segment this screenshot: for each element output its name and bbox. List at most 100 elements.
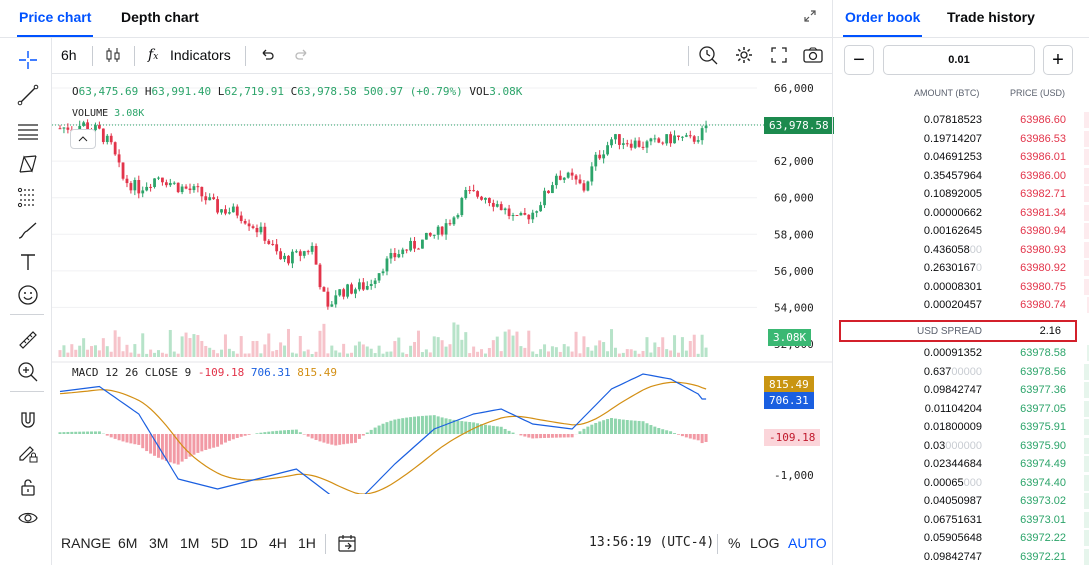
histogram-bar [448, 419, 452, 434]
ask-row[interactable]: 0.00000662 63981.34 [833, 204, 1089, 222]
ask-row[interactable]: 0.00162645 63980.94 [833, 222, 1089, 240]
candle [688, 135, 692, 137]
trend-line-icon[interactable] [16, 83, 40, 107]
tab-price-chart[interactable]: Price chart [16, 9, 94, 37]
range-1d[interactable]: 1D [240, 535, 258, 551]
brush-icon[interactable] [16, 218, 40, 242]
gear-icon[interactable] [734, 45, 754, 68]
ruler-icon[interactable] [16, 328, 40, 352]
price-chart[interactable]: 66,00064,00062,00060,00058,00056,00054,0… [52, 74, 834, 494]
volume-bar [133, 344, 137, 357]
emoji-icon[interactable] [16, 283, 40, 307]
horizontal-lines-icon[interactable] [16, 118, 40, 142]
fullscreen-icon[interactable] [770, 46, 788, 67]
candle-type-icon[interactable] [105, 46, 121, 67]
collapse-legend-button[interactable] [70, 129, 96, 149]
candle [235, 206, 239, 216]
bid-row[interactable]: 0.01104204 63977.05 [833, 400, 1089, 418]
histogram-bar [286, 429, 290, 434]
compare-icon[interactable] [698, 45, 718, 68]
tab-trade-history[interactable]: Trade history [947, 9, 1035, 25]
bid-row[interactable]: 0.03000000 63975.90 [833, 437, 1089, 455]
histogram-bar [550, 434, 554, 438]
bid-row[interactable]: 0.01800009 63975.91 [833, 418, 1089, 436]
ask-row[interactable]: 0.35457964 63986.00 [833, 167, 1089, 185]
toolbar-divider [10, 314, 44, 315]
lock-icon[interactable] [16, 475, 40, 499]
volume-bar [397, 337, 401, 357]
chart-canvas[interactable]: 66,00064,00062,00060,00058,00056,00054,0… [52, 74, 832, 494]
calendar-icon[interactable] [337, 533, 357, 556]
volume-bar [440, 340, 444, 357]
visibility-icon[interactable] [16, 506, 40, 530]
histogram-bar [688, 434, 692, 439]
ask-row[interactable]: 0.10892005 63982.71 [833, 185, 1089, 203]
volume-bar [527, 330, 531, 357]
ask-row[interactable]: 0.07818523 63986.60 [833, 111, 1089, 129]
bid-row[interactable]: 0.63700000 63978.56 [833, 363, 1089, 381]
volume-bar [613, 347, 617, 357]
range-6m[interactable]: 6M [118, 535, 138, 551]
candle [554, 175, 558, 186]
histogram-bar [322, 434, 326, 443]
bid-row[interactable]: 0.06751631 63973.01 [833, 511, 1089, 529]
bid-row[interactable]: 0.02344684 63974.49 [833, 455, 1089, 473]
range-5d[interactable]: 5D [211, 535, 229, 551]
auto-toggle[interactable]: AUTO [788, 535, 827, 551]
bid-row[interactable]: 0.05905648 63972.22 [833, 529, 1089, 547]
zoom-in-icon[interactable] [16, 360, 40, 384]
candle [137, 180, 141, 194]
bid-row[interactable]: 0.00065000 63974.40 [833, 474, 1089, 492]
interval-selector[interactable]: 6h [61, 47, 77, 63]
bid-row[interactable]: 0.04050987 63973.02 [833, 492, 1089, 510]
lock-drawing-icon[interactable] [16, 441, 40, 465]
tab-depth-chart[interactable]: Depth chart [121, 9, 199, 25]
crosshair-icon[interactable] [16, 48, 40, 72]
percent-toggle[interactable]: % [728, 535, 741, 551]
text-icon[interactable] [16, 250, 40, 274]
bid-row[interactable]: 0.09842747 63977.36 [833, 381, 1089, 399]
range-1m[interactable]: 1M [180, 535, 200, 551]
ask-row[interactable]: 0.04691253 63986.01 [833, 148, 1089, 166]
volume-bar [306, 349, 310, 357]
histogram-bar [456, 420, 460, 434]
histogram-bar [684, 434, 688, 438]
ask-row[interactable]: 0.43605800 63980.93 [833, 241, 1089, 259]
tab-order-book[interactable]: Order book [842, 9, 923, 37]
range-4h[interactable]: 4H [269, 535, 287, 551]
histogram-bar [294, 429, 298, 434]
decrement-button[interactable]: − [844, 45, 874, 75]
undo-icon[interactable] [259, 47, 275, 66]
volume-bar [535, 353, 539, 357]
indicators-button[interactable]: Indicators [170, 47, 231, 63]
amount-cell: 0.09842747 [923, 550, 982, 563]
bid-row[interactable]: 0.00091352 63978.58 [833, 344, 1089, 362]
log-toggle[interactable]: LOG [750, 535, 780, 551]
camera-icon[interactable] [803, 46, 823, 67]
ask-row[interactable]: 0.19714207 63986.53 [833, 130, 1089, 148]
price-increment-field[interactable]: 0.01 [883, 45, 1035, 75]
magnet-icon[interactable] [16, 408, 40, 432]
redo-icon[interactable] [294, 47, 310, 66]
histogram-bar [665, 430, 669, 434]
volume-bar [688, 341, 692, 357]
ask-row[interactable]: 0.26301670 63980.92 [833, 259, 1089, 277]
bid-row[interactable]: 0.09842747 63972.21 [833, 548, 1089, 565]
candle [424, 232, 428, 240]
chart-tabs: Price chart Depth chart [0, 0, 832, 38]
depth-bar [1084, 112, 1089, 128]
histogram-bar [468, 422, 472, 434]
candle [334, 295, 338, 305]
range-1h[interactable]: 1H [298, 535, 316, 551]
range-3m[interactable]: 3M [149, 535, 169, 551]
fib-icon[interactable] [16, 185, 40, 209]
ask-row[interactable]: 0.00020457 63980.74 [833, 296, 1089, 314]
ask-row[interactable]: 0.00008301 63980.75 [833, 278, 1089, 296]
candle [168, 182, 172, 186]
pattern-icon[interactable] [16, 152, 40, 176]
increment-button[interactable]: + [1043, 45, 1073, 75]
depth-bar [1087, 297, 1089, 313]
amount-cell: 0.05905648 [923, 532, 982, 544]
volume-bar [444, 346, 448, 357]
expand-icon[interactable] [804, 10, 816, 25]
